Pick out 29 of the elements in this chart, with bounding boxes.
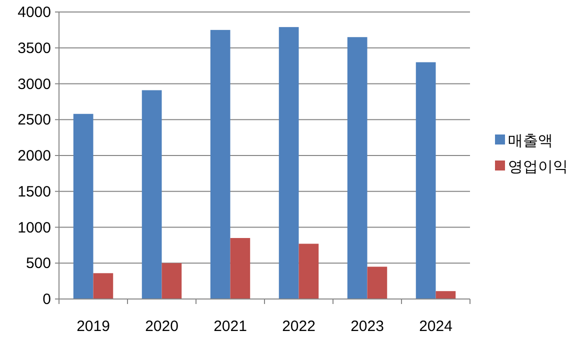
bar bbox=[416, 62, 436, 299]
x-tick-label: 2023 bbox=[350, 318, 384, 335]
y-tick-label: 2500 bbox=[18, 112, 51, 129]
legend-label: 매출액 bbox=[508, 132, 553, 150]
y-tick-label: 1000 bbox=[18, 219, 51, 236]
y-tick-label: 3500 bbox=[18, 40, 51, 57]
bar bbox=[73, 114, 94, 299]
bar bbox=[298, 244, 319, 299]
bar bbox=[93, 273, 114, 299]
bar bbox=[230, 238, 250, 299]
y-tick-label: 500 bbox=[26, 255, 51, 272]
y-tick-label: 4000 bbox=[18, 4, 51, 21]
bar bbox=[278, 27, 299, 299]
bar bbox=[367, 266, 388, 299]
y-tick-label: 1500 bbox=[18, 183, 51, 200]
y-tick-label: 2000 bbox=[18, 148, 51, 164]
x-tick-label: 2024 bbox=[419, 318, 452, 335]
x-tick-label: 2019 bbox=[76, 318, 110, 335]
bar bbox=[142, 90, 162, 299]
bar bbox=[436, 291, 456, 299]
y-tick-label: 3000 bbox=[18, 76, 51, 93]
x-tick-label: 2022 bbox=[282, 318, 316, 335]
legend-label: 영업이익 bbox=[508, 158, 568, 176]
x-tick-label: 2020 bbox=[145, 318, 178, 335]
x-tick-label: 2021 bbox=[214, 318, 247, 335]
bar bbox=[162, 263, 182, 299]
y-tick-label: 0 bbox=[42, 291, 51, 308]
bar bbox=[210, 30, 230, 299]
bar bbox=[347, 37, 368, 299]
